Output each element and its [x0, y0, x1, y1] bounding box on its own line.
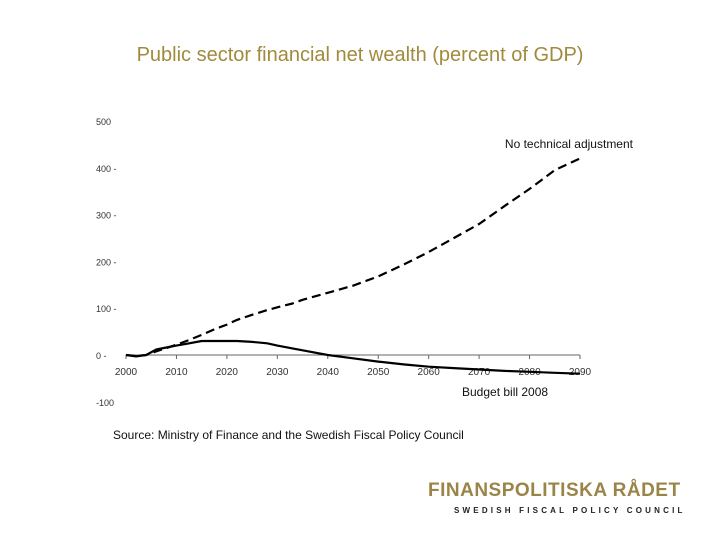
x-tick-label: 2030 [266, 367, 289, 378]
y-tick-label: 500 [96, 117, 111, 127]
y-tick-label: -100 [96, 398, 114, 408]
x-tick-label: 2050 [367, 367, 390, 378]
series-line-no-adjustment [125, 157, 581, 357]
x-tick-label: 2060 [418, 367, 441, 378]
x-tick-label: 2000 [115, 367, 138, 378]
x-tick-label: 2020 [216, 367, 239, 378]
series-line-budget-bill [125, 339, 581, 375]
chart-title: Public sector financial net wealth (perc… [136, 44, 584, 66]
series-label-budget-bill: Budget bill 2008 [462, 385, 548, 399]
y-tick-label: 100 - [96, 304, 117, 314]
source-note: Source: Ministry of Finance and the Swed… [113, 428, 464, 442]
x-tick-label: 2010 [165, 367, 188, 378]
x-tick-label: 2090 [569, 367, 592, 378]
chart-axes: 2000 2010 2020 2030 2040 2050 2060 2070 2080 2090… [96, 117, 592, 408]
chart-series [125, 157, 581, 375]
x-tick-label: 2040 [317, 367, 340, 378]
y-tick-label: 0 - [96, 351, 107, 361]
y-tick-label: 300 - [96, 211, 117, 221]
series-labels: No technical adjustment Budget bill 2008 [462, 137, 634, 399]
y-tick-label: 200 - [96, 257, 117, 267]
series-label-no-adjustment: No technical adjustment [505, 137, 634, 151]
y-tick-label: 400 - [96, 164, 117, 174]
logo-tagline: SWEDISH FISCAL POLICY COUNCIL [454, 506, 686, 515]
x-tick-label: 2070 [468, 367, 491, 378]
logo-wordmark: FINANSPOLITISKA RÅDET [428, 480, 681, 501]
